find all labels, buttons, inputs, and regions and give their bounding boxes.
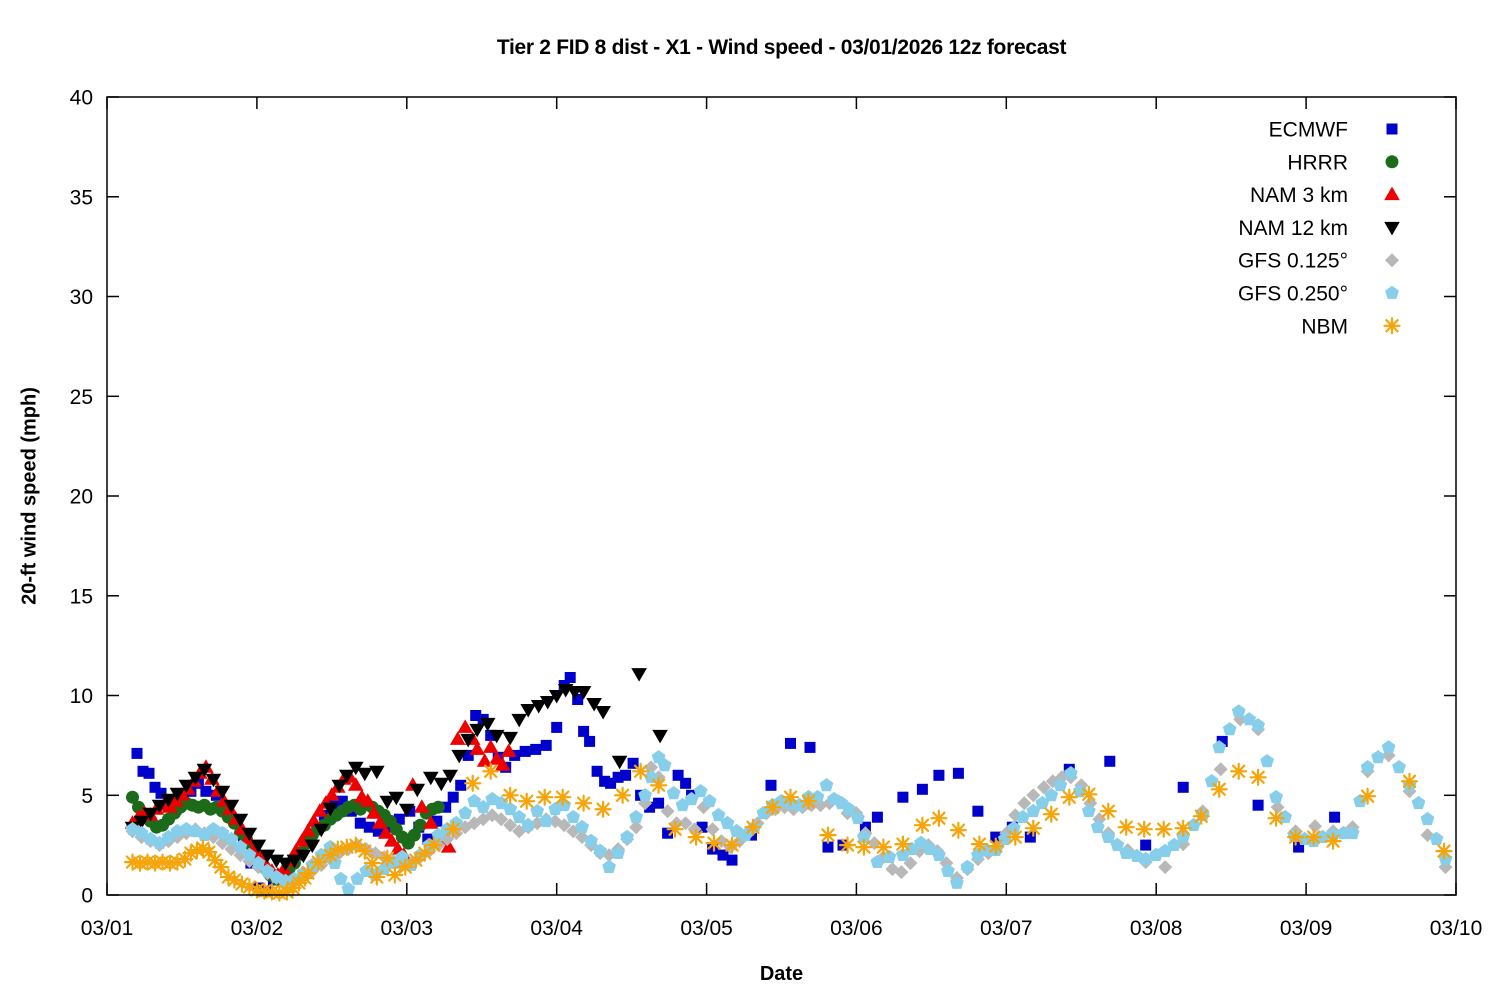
x-tick-label: 03/03 [381,917,434,940]
y-tick-label: 5 [81,785,93,808]
x-tick-label: 03/04 [530,917,583,940]
x-tick-label: 03/06 [830,917,883,940]
y-tick-label: 30 [70,286,93,309]
chart-title: Tier 2 FID 8 dist - X1 - Wind speed - 03… [496,36,1067,59]
y-axis-label: 20-ft wind speed (mph) [18,387,41,605]
legend-entry-gfs-0-250: GFS 0.250° [1238,283,1399,306]
series-nbm [123,762,1453,902]
series-gfs-0-250 [125,704,1453,895]
y-tick-label: 15 [70,585,93,608]
x-tick-label: 03/08 [1130,917,1183,940]
plot-border [106,96,1457,896]
x-tick-label: 03/09 [1280,917,1333,940]
y-tick-label: 35 [70,186,93,209]
x-axis-label: Date [759,963,804,985]
legend-label: NAM 3 km [1250,184,1348,207]
y-tick-label: 10 [70,685,93,708]
x-tick-label: 03/10 [1430,917,1483,940]
legend: ECMWF HRRR NAM 3 km NAM 12 km GFS 0.125° GFS … [1238,119,1401,338]
y-tick-label: 20 [70,486,93,509]
legend-label: HRRR [1287,151,1348,174]
y-tick-label: 0 [81,885,93,908]
series-nam-12-km [124,668,668,872]
x-tick-label: 03/01 [81,917,134,940]
x-tick-label: 03/02 [231,917,284,940]
legend-label: NAM 12 km [1238,217,1348,240]
legend-entry-ecmwf: ECMWF [1269,119,1398,142]
legend-entry-gfs-0-125: GFS 0.125° [1238,250,1399,273]
x-tick-label: 03/07 [980,917,1033,940]
legend-label: NBM [1301,315,1348,338]
y-tick-label: 25 [70,386,93,409]
legend-entry-nam-3-km: NAM 3 km [1250,184,1400,207]
y-tick-label: 40 [70,87,93,110]
tick-labels: 03/01 03/02 03/03 03/04 03/05 03/06 03/07 03/08… [70,87,1483,941]
x-tick-label: 03/05 [680,917,733,940]
legend-entry-hrrr: HRRR [1287,151,1399,174]
legend-entry-nbm: NBM [1301,315,1401,338]
legend-label: ECMWF [1269,119,1348,142]
legend-label: GFS 0.125° [1238,250,1348,273]
legend-entry-nam-12-km: NAM 12 km [1238,217,1400,240]
legend-label: GFS 0.250° [1238,283,1348,306]
